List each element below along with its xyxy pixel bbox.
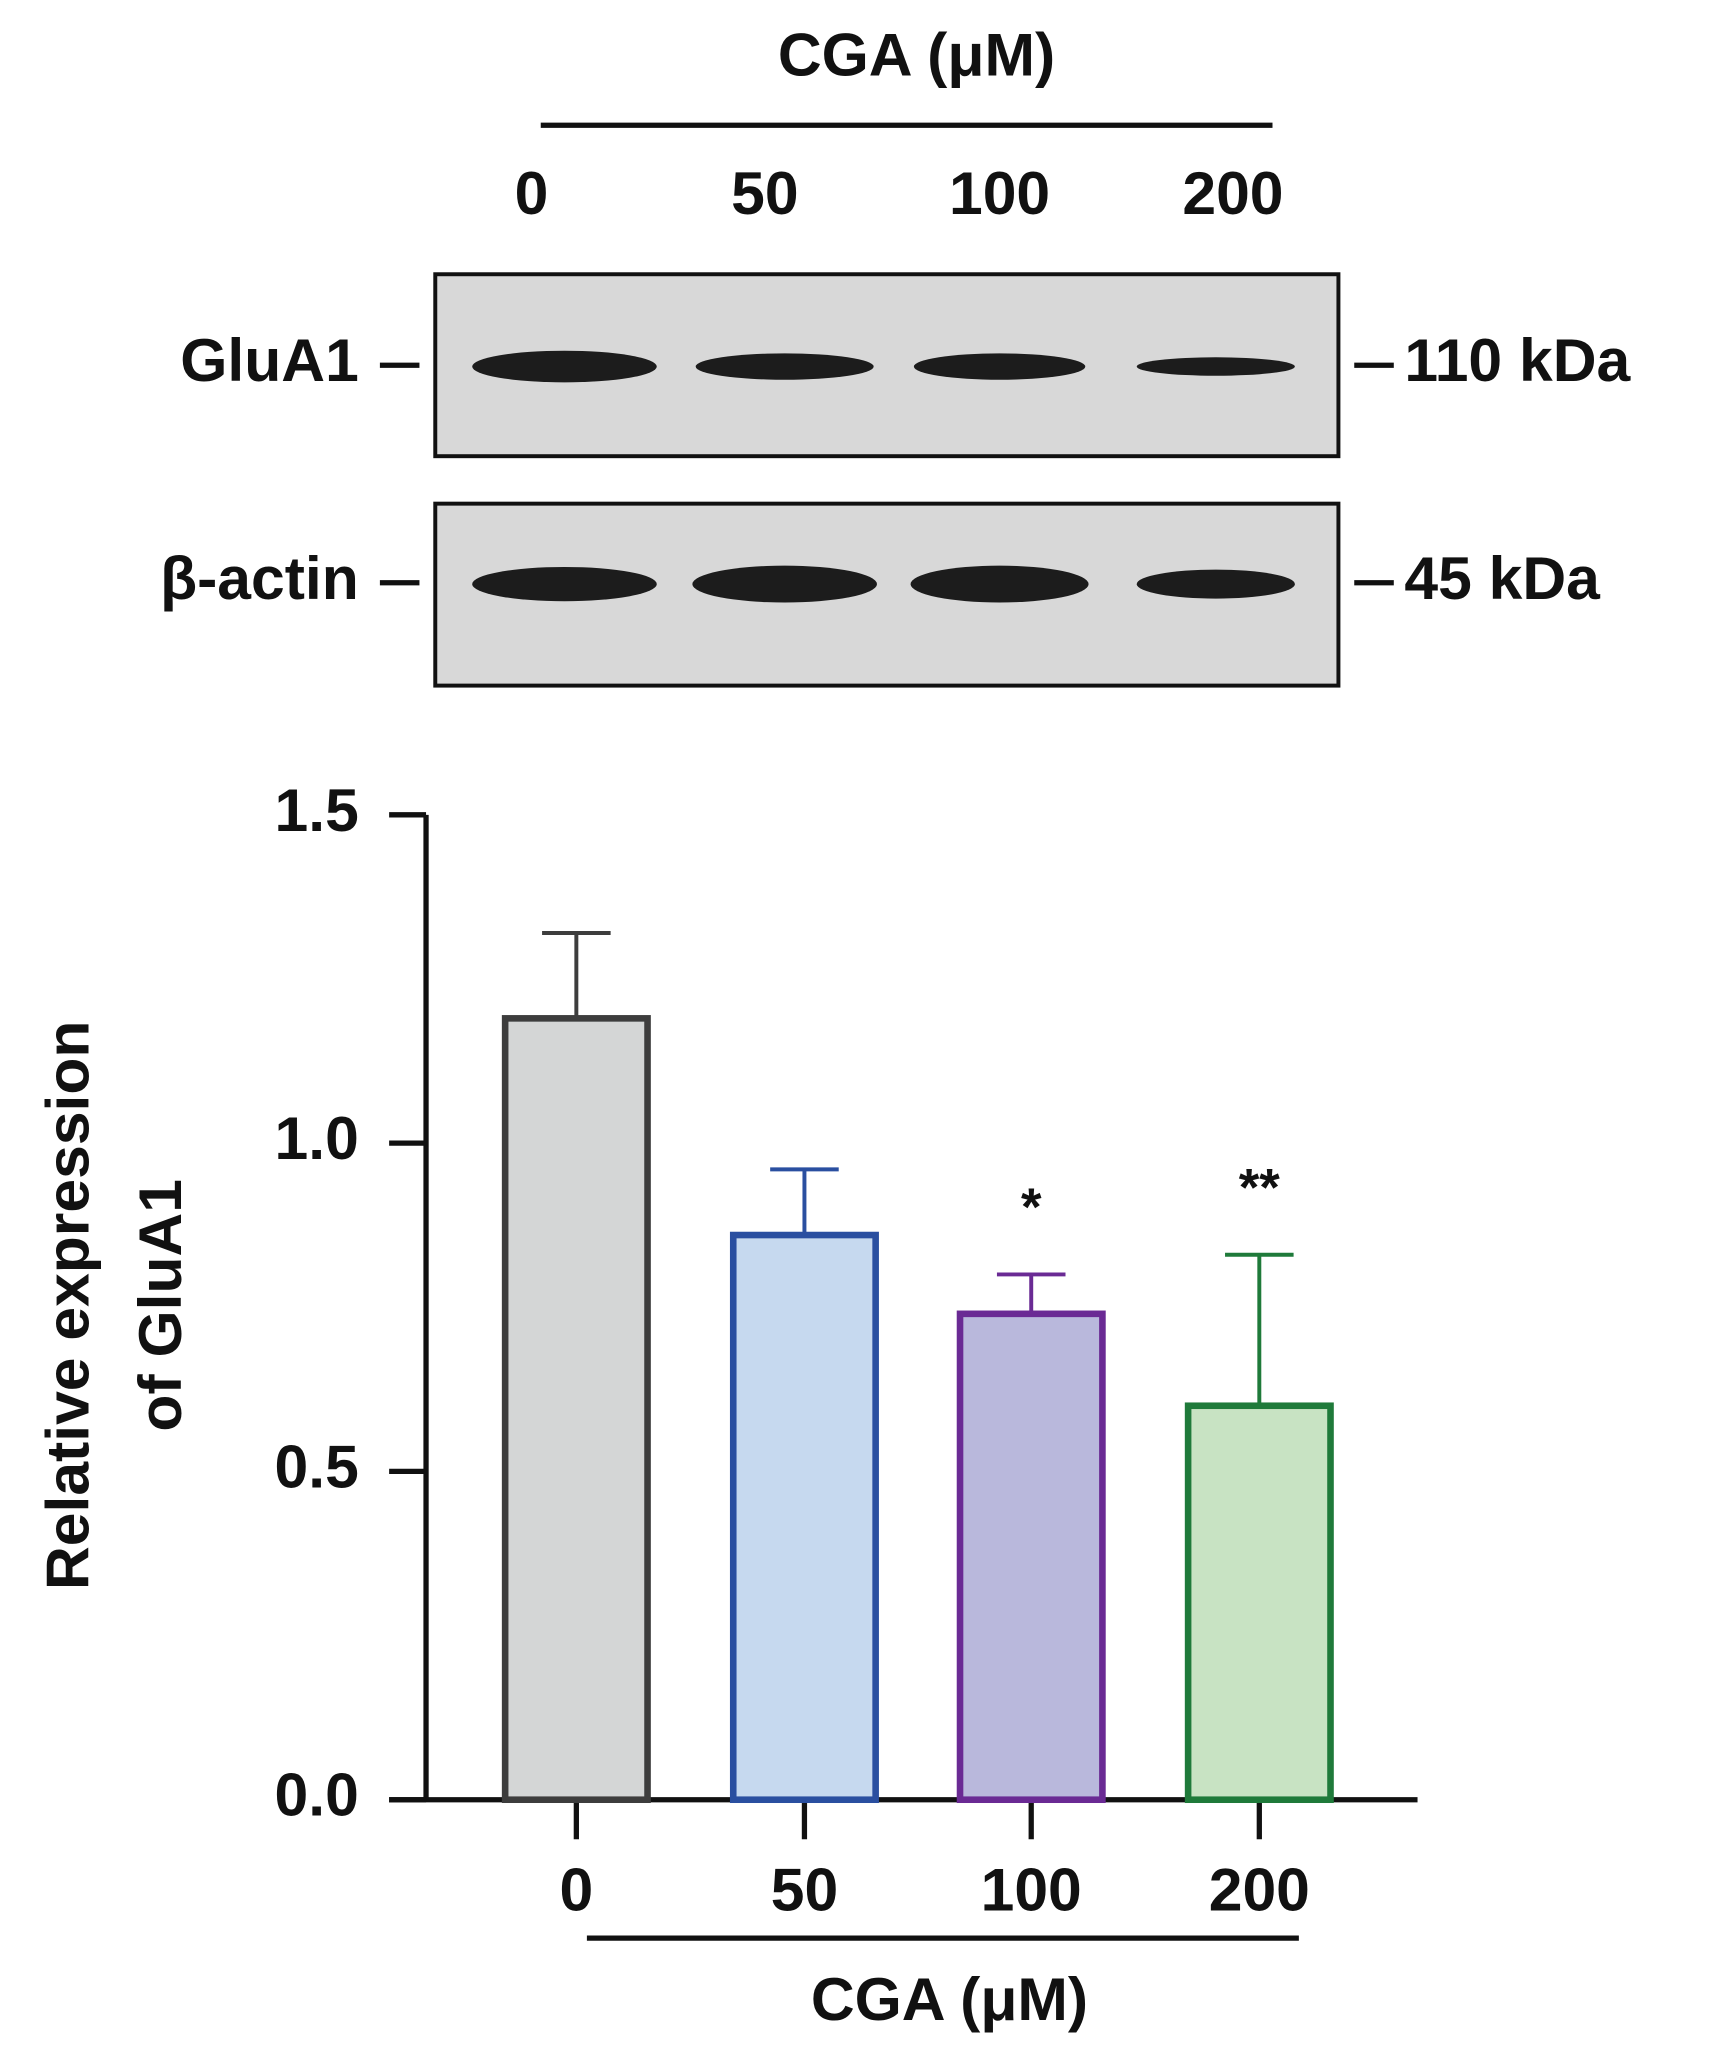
y-tick-label: 1.5 (275, 776, 359, 844)
blot-band (472, 566, 657, 602)
marker-label: 110 kDa (1404, 326, 1631, 394)
bar (729, 1231, 879, 1804)
significance: ** (1239, 1158, 1281, 1217)
lane-label: 0 (515, 159, 549, 227)
y-tick-label: 0.5 (275, 1432, 359, 1500)
blot-band (1136, 357, 1295, 376)
lane-label: 200 (1182, 159, 1283, 227)
row-label: GluA1 (180, 326, 359, 394)
bar (501, 1015, 651, 1804)
x-tick-label: 0 (559, 1856, 593, 1924)
bar (1184, 1402, 1334, 1804)
y-axis-label: Relative expression (34, 1021, 102, 1590)
y-tick-label: 1.0 (275, 1104, 359, 1172)
x-tick-label: 50 (771, 1856, 838, 1924)
blot-band (913, 353, 1086, 380)
x-tick-label: 100 (981, 1856, 1082, 1924)
y-tick-label: 0.0 (275, 1761, 359, 1829)
x-axis-label: CGA (μM) (811, 1965, 1088, 2033)
blot-band (1136, 569, 1295, 599)
blot-band (695, 353, 874, 380)
bar (956, 1310, 1106, 1804)
blot-band (910, 565, 1089, 603)
significance: * (1021, 1178, 1042, 1237)
x-tick-label: 200 (1209, 1856, 1310, 1924)
marker-label: 45 kDa (1404, 544, 1601, 612)
blot-band (692, 565, 877, 603)
lane-label: 100 (949, 159, 1050, 227)
lane-label: 50 (731, 159, 798, 227)
row-label: β-actin (160, 544, 359, 612)
y-axis-label: of GluA1 (126, 1179, 194, 1432)
blot-header: CGA (μM) (778, 20, 1055, 88)
blot-band (472, 350, 657, 383)
